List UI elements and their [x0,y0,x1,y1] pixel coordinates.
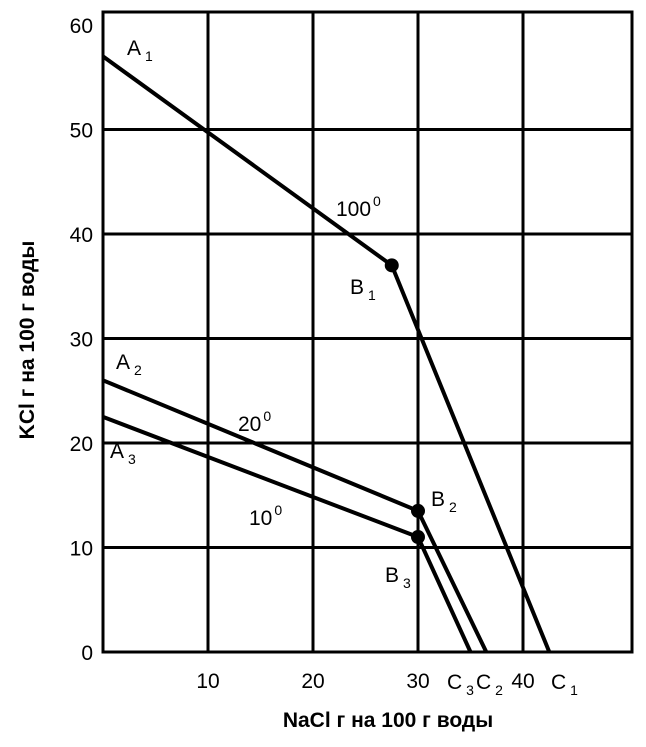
x-tick-label: 20 [301,670,324,693]
plot-frame [101,10,634,654]
temperature-label-100: 100 0 [336,193,381,221]
y-tick-label: 40 [70,224,93,247]
y-tick-label: 10 [70,538,93,561]
y-tick-label: 30 [70,329,93,352]
point-marker-B2 [411,503,425,518]
x-axis-title: NaCl г на 100 г воды [283,709,493,732]
x-tick-label: 40 [511,670,534,693]
grid [101,10,634,654]
series-line-100 [101,54,552,653]
point-markers [384,258,425,545]
y-axis-title: KCl г на 100 г воды [16,241,39,440]
point-labels: A 1 A 2 A 3 B 1 B 2 B 3 C 3 C 2 C 1 100 0 20 0 10 0 [110,37,578,698]
temperature-label-20: 20 0 [238,408,271,436]
y-tick-label: 20 [70,433,93,456]
x-tick-label: 10 [196,670,219,693]
y-tick-label: 50 [70,120,93,143]
y-tick-label: 60 [70,15,93,38]
temperature-label-10: 10 0 [249,502,282,530]
y-tick-label: 0 [81,642,93,665]
series-lines [101,54,552,653]
tick-labels: 10 20 30 40 0 10 20 30 40 50 60 [70,15,535,693]
series-line-20 [102,378,489,653]
x-tick-label: 30 [406,670,429,693]
point-marker-B3 [411,530,425,545]
point-marker-B1 [384,258,399,273]
